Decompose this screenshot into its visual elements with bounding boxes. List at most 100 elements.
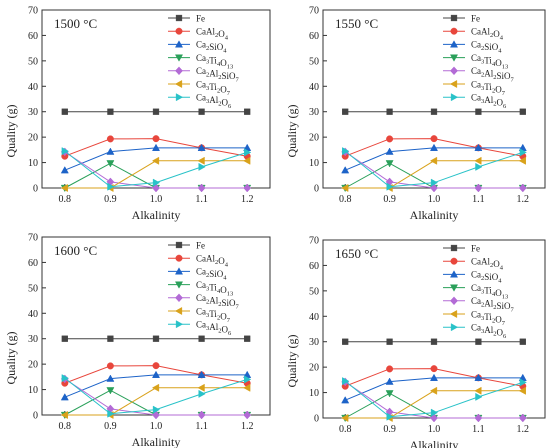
data-point-Ca3Ti2O7 [60,410,68,420]
legend-marker [450,66,458,76]
data-point-Ca2SiO4 [60,393,69,401]
legend-marker [174,40,184,48]
data-point-Ca2Al2SiO7 [152,183,160,193]
data-point-Ca3Ti4O13 [106,387,115,395]
data-point-Ca2SiO4 [429,373,439,381]
x-tick-label: 0.9 [383,194,396,205]
y-tick-label: 20 [28,133,38,144]
y-tick-label: 0 [314,414,319,425]
data-point-Ca2SiO4 [341,166,350,174]
x-tick-label: 1.1 [472,194,485,205]
data-point-Ca2Al2SiO7 [430,183,438,193]
x-axis-label: Alkalinity [132,435,181,448]
data-point-Ca2SiO4 [474,373,483,381]
x-tick-label: 1.2 [517,424,530,435]
legend-marker [450,27,458,35]
data-point-CaAl2O4 [386,135,394,143]
y-tick-label: 50 [309,56,319,67]
legend-marker [174,267,184,275]
y-tick-label: 70 [28,233,38,244]
data-point-Ca3Ti2O7 [474,156,482,165]
y-tick-label: 50 [28,56,38,67]
x-axis-label: Alkalinity [132,208,181,222]
panel-1650: 0 10 20 30 40 50 60 70 0.8 0.9 1.0 1.1 1.2 Alkalinity… [285,236,546,448]
data-point-Ca3Ti2O7 [243,383,251,392]
y-tick-label: 0 [33,184,38,195]
temperature-label: 1500 °C [54,16,97,31]
legend-marker [175,254,183,262]
panel-1500: 0 10 20 30 40 50 60 70 0.8 0.9 1.0 1.1 1.2 Alkalinity… [4,6,271,222]
data-point-CaAl2O4 [106,135,114,143]
legend-label: Ca3Ti2O7 [471,79,506,97]
data-point-Ca3Al2O6 [342,147,350,156]
legend-marker [174,79,183,89]
data-point-Ca3Ti2O7 [429,386,438,395]
data-point-Ca3Al2O6 [198,389,206,398]
legend-label: Ca2Al2SiO7 [196,66,240,84]
data-point-Ca3Ti2O7 [341,183,349,193]
legend-label: Ca3Ti2O7 [196,306,231,324]
legend-marker [449,270,459,278]
data-point-Fe [61,335,68,342]
legend-label: Ca2Al2SiO7 [196,293,240,311]
legend-marker [175,14,183,22]
y-tick-label: 60 [309,31,319,42]
y-axis-label: Quality (g) [285,335,299,388]
data-point-Ca3Al2O6 [244,148,252,157]
y-tick-label: 70 [309,6,319,17]
data-point-Ca3Ti2O7 [474,386,482,395]
y-tick-label: 30 [28,334,38,345]
temperature-label: 1600 °C [54,243,97,258]
data-point-CaAl2O4 [430,135,438,143]
legend-label: Ca3Ti4O13 [471,53,508,71]
data-point-Ca3Ti4O13 [106,160,115,168]
legend-marker [450,93,459,102]
data-point-Ca3Al2O6 [198,162,206,171]
data-point-Ca3Al2O6 [386,412,394,421]
data-point-Ca3Al2O6 [475,392,483,401]
data-point-Ca2Al2SiO7 [518,183,527,193]
y-tick-label: 0 [314,184,319,195]
data-point-Ca2SiO4 [60,166,69,174]
data-point-Ca3Al2O6 [152,178,161,187]
x-tick-label: 0.9 [383,424,396,435]
data-point-Fe [152,108,160,115]
data-point-CaAl2O4 [152,362,160,370]
y-tick-label: 10 [309,388,319,399]
data-point-Ca2SiO4 [429,143,439,151]
legend-marker [175,320,184,329]
data-point-Fe [386,338,393,345]
data-point-Ca3Al2O6 [386,182,394,191]
legend-marker [175,93,184,102]
data-point-Ca2Al2SiO7 [518,413,527,423]
x-tick-label: 1.0 [150,421,163,432]
data-point-Ca3Al2O6 [475,162,483,171]
x-tick-label: 0.9 [104,421,117,432]
data-point-Ca3Al2O6 [519,148,527,157]
data-point-Ca3Al2O6 [61,147,69,156]
data-point-Fe [342,338,349,345]
data-point-Fe [475,338,482,345]
legend-label: Ca2SiO4 [471,40,502,55]
data-point-Fe [430,108,438,115]
y-tick-label: 10 [309,158,319,169]
legend-label: Ca3Ti4O13 [471,283,508,301]
x-tick-label: 0.9 [104,194,117,205]
y-tick-label: 40 [28,82,38,93]
legend-marker [174,306,183,316]
y-axis-label: Quality (g) [4,105,18,158]
data-point-Ca2Al2SiO7 [430,413,438,423]
legend-marker [449,79,458,89]
x-tick-label: 1.1 [195,194,208,205]
data-point-Ca2SiO4 [197,370,206,378]
y-tick-label: 20 [28,360,38,371]
data-point-Fe [386,108,393,115]
data-point-Ca2Al2SiO7 [197,183,206,193]
legend-label: Ca3Ti2O7 [471,309,506,327]
data-point-Fe [152,335,160,342]
legend-marker [450,244,458,252]
data-point-Ca3Ti2O7 [197,383,205,392]
legend-label: Ca2SiO4 [471,270,502,285]
legend-label: CaAl2O4 [196,27,229,42]
data-point-Ca3Al2O6 [430,408,439,417]
